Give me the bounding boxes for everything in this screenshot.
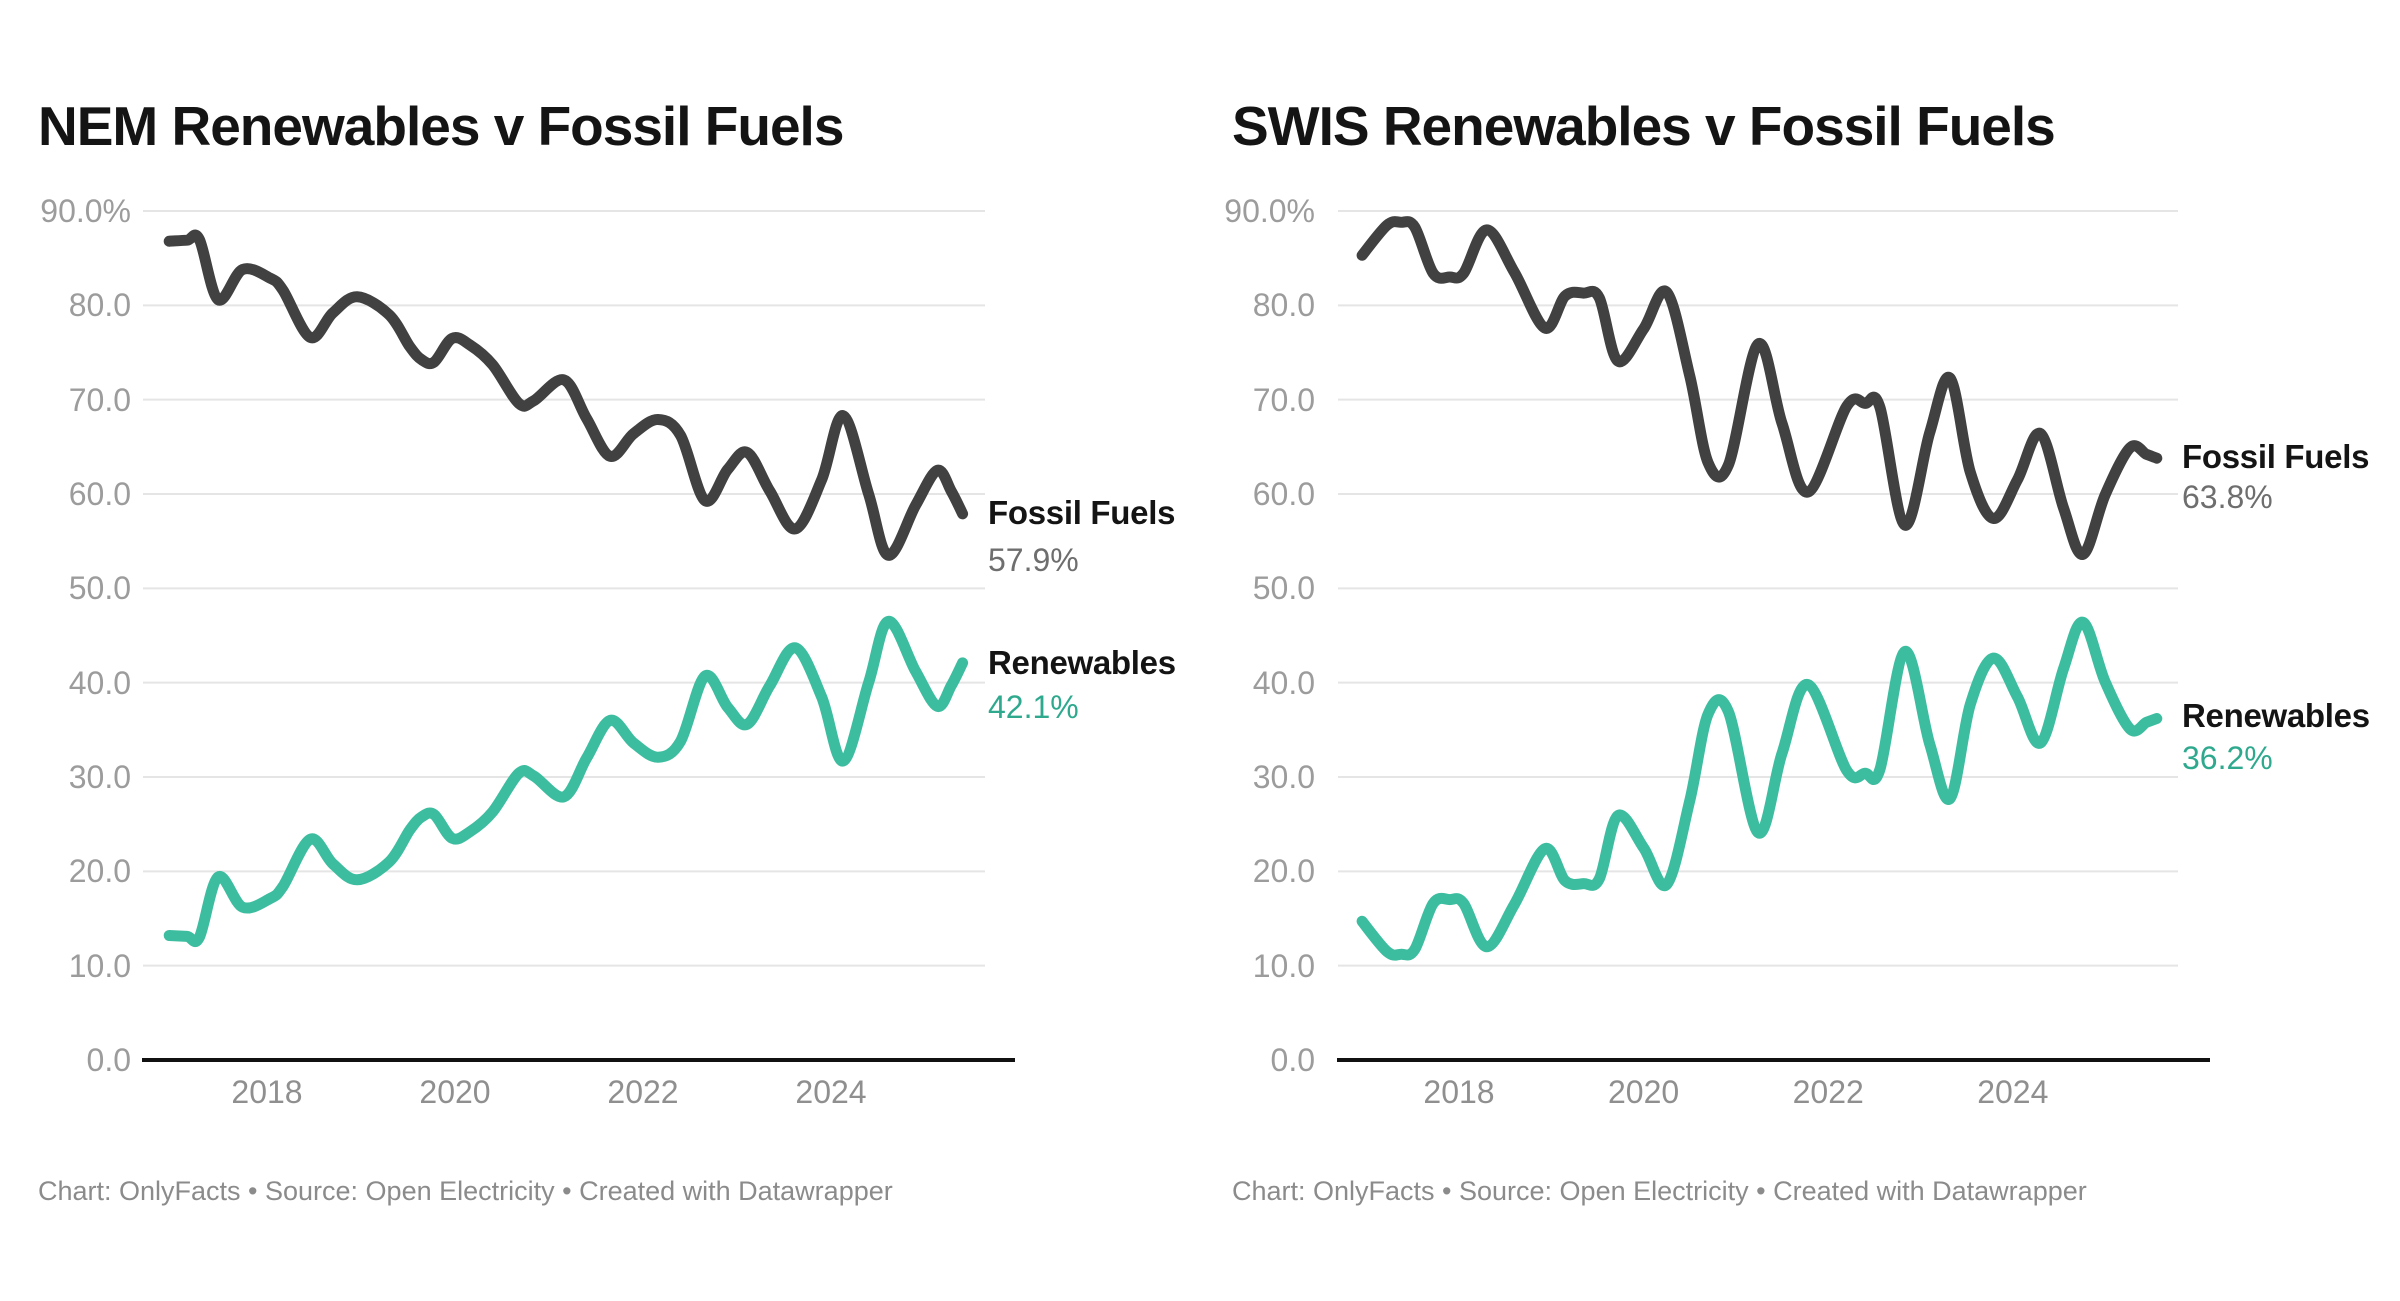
nem-renewables-series-value: 42.1% [988, 689, 1079, 725]
swis-chart-title: SWIS Renewables v Fossil Fuels [1232, 95, 2056, 157]
nem-fossil-series-value: 57.9% [988, 542, 1079, 578]
nem-y-tick-label: 80.0 [68, 287, 131, 324]
swis-x-tick-label: 2022 [1792, 1074, 1864, 1110]
swis-fossil-fuels-line [1356, 216, 2163, 560]
swis-y-tick-label: 40.0 [1252, 664, 1315, 701]
nem-fossil-series-label: Fossil Fuels [988, 494, 1176, 531]
swis-y-tick-label: 20.0 [1252, 853, 1315, 890]
swis-x-tick-label: 2018 [1423, 1074, 1495, 1110]
swis-y-tick-label: 60.0 [1252, 476, 1315, 512]
nem-renewables-line [163, 615, 969, 948]
nem-x-tick-label: 2024 [795, 1074, 867, 1110]
swis-fossil-series-label: Fossil Fuels [2182, 438, 2370, 475]
nem-x-tick-label: 2020 [419, 1074, 491, 1110]
nem-renewables-series-label: Renewables [988, 644, 1176, 681]
nem-x-tick-label: 2022 [607, 1074, 679, 1110]
swis-y-tick-label: 80.0 [1252, 287, 1315, 324]
nem-y-tick-label: 0.0 [86, 1042, 131, 1078]
swis-fossil-series-value: 63.8% [2182, 479, 2273, 515]
swis-renewables-line [1356, 616, 2163, 961]
swis-y-tick-label: 30.0 [1252, 759, 1315, 795]
nem-y-tick-label: 70.0 [68, 381, 131, 418]
swis-y-tick-label: 90.0% [1224, 193, 1315, 229]
nem-y-tick-label: 40.0 [68, 664, 131, 701]
swis-y-tick-label: 0.0 [1270, 1042, 1315, 1078]
nem-chart-attribution: Chart: OnlyFacts • Source: Open Electric… [38, 1176, 893, 1206]
nem-fossil-fuels-line [163, 229, 969, 561]
nem-y-tick-label: 50.0 [68, 570, 131, 607]
nem-chart-title: NEM Renewables v Fossil Fuels [38, 95, 844, 157]
swis-renewables-series-label: Renewables [2182, 697, 2370, 734]
swis-x-tick-label: 2020 [1608, 1074, 1680, 1110]
swis-renewables-series-value: 36.2% [2182, 740, 2273, 776]
nem-y-tick-label: 20.0 [68, 853, 131, 890]
nem-x-tick-label: 2018 [231, 1074, 303, 1110]
swis-x-tick-label: 2024 [1977, 1074, 2049, 1110]
nem-y-tick-label: 90.0% [40, 193, 131, 229]
swis-chart-attribution: Chart: OnlyFacts • Source: Open Electric… [1232, 1176, 2087, 1206]
swis-y-tick-label: 50.0 [1252, 570, 1315, 607]
nem-y-tick-label: 60.0 [68, 476, 131, 512]
swis-y-tick-label: 70.0 [1252, 381, 1315, 418]
swis-y-tick-label: 10.0 [1252, 947, 1315, 984]
nem-y-tick-label: 10.0 [68, 947, 131, 984]
nem-y-tick-label: 30.0 [68, 759, 131, 795]
